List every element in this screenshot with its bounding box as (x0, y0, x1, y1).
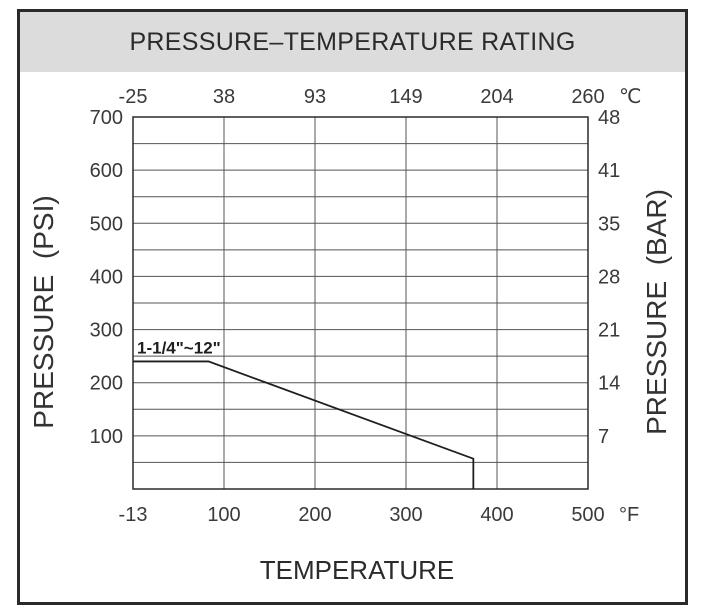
y-tick-label-right: 14 (598, 373, 620, 395)
y-tick-label-left: 200 (90, 373, 123, 395)
grid-minor (133, 143, 588, 463)
grid-major (133, 117, 588, 489)
y-tick-label-left: 300 (90, 320, 123, 342)
y-tick-label-right: 48 (598, 107, 620, 129)
plot-border (132, 116, 589, 490)
tick-labels: 700 600 500 400 300 200 100 48 41 35 28 21 14 7 -13 100… (90, 86, 642, 526)
x-tick-label-bottom: 100 (207, 504, 240, 526)
y-axis-title-right: PRESSURE (BAR) (641, 189, 672, 435)
series-layer: 1-1/4"~12" (133, 338, 475, 489)
x-tick-label-top: 38 (213, 86, 235, 108)
x-tick-label-bottom: 500 (571, 504, 604, 526)
y-tick-label-left: 400 (90, 266, 123, 288)
y-axis-title-left: PRESSURE (PSI) (28, 195, 59, 428)
x-unit-label-bottom: °F (619, 504, 639, 526)
x-tick-label-top: 204 (480, 86, 513, 108)
x-tick-label-top: 149 (389, 86, 422, 108)
x-tick-label-bottom: -13 (119, 504, 148, 526)
y-tick-label-left: 600 (90, 160, 123, 182)
y-tick-label-right: 35 (598, 213, 620, 235)
chart-frame (17, 9, 688, 605)
x-unit-label-top: ℃ (619, 86, 641, 108)
y-tick-label-left: 700 (90, 107, 123, 129)
chart-header: PRESSURE–TEMPERATURE RATING (20, 12, 685, 72)
x-tick-label-bottom: 200 (298, 504, 331, 526)
y-tick-label-right: 21 (598, 320, 620, 342)
x-tick-label-bottom: 400 (480, 504, 513, 526)
x-tick-label-top: 260 (571, 86, 604, 108)
y-tick-label-left: 500 (90, 213, 123, 235)
x-tick-label-top: -25 (119, 86, 148, 108)
x-axis-title: TEMPERATURE (260, 555, 455, 585)
y-tick-label-left: 100 (90, 426, 123, 448)
series-line (133, 360, 475, 489)
series-label: 1-1/4"~12" (137, 338, 221, 357)
chart-title: PRESSURE–TEMPERATURE RATING (129, 27, 576, 56)
y-tick-label-right: 28 (598, 266, 620, 288)
x-tick-label-bottom: 300 (389, 504, 422, 526)
y-tick-label-right: 7 (598, 426, 609, 448)
y-tick-label-right: 41 (598, 160, 620, 182)
x-tick-label-top: 93 (304, 86, 326, 108)
